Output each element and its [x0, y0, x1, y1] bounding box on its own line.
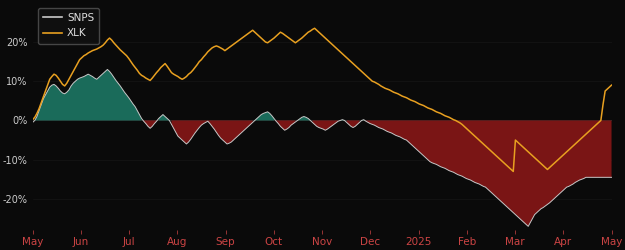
Legend: SNPS, XLK: SNPS, XLK: [38, 8, 99, 44]
